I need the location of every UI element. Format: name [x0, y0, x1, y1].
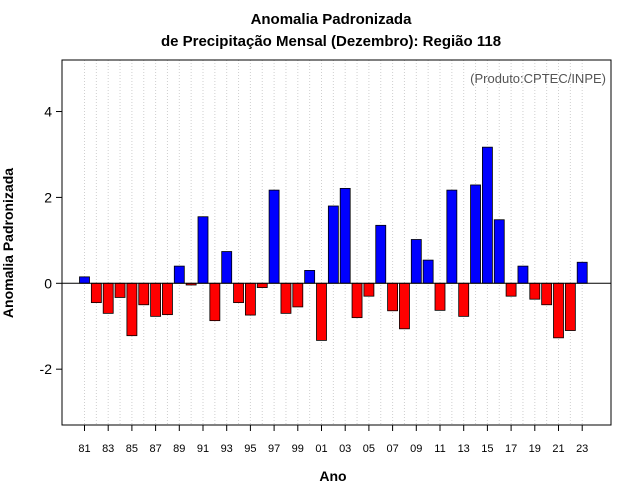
x-tick-label-93: 93 — [221, 443, 233, 455]
x-tick-label-15: 15 — [481, 443, 493, 455]
bar-13 — [458, 282, 470, 317]
bar-92 — [209, 282, 221, 322]
x-tick-label-07: 07 — [386, 443, 398, 455]
x-tick-label-85: 85 — [126, 443, 138, 455]
x-tick-label-83: 83 — [102, 443, 114, 455]
plot-frame — [61, 59, 612, 426]
bar-19 — [529, 282, 541, 300]
bar-95 — [244, 282, 256, 316]
x-tick-label-09: 09 — [410, 443, 422, 455]
bar-81 — [79, 276, 90, 284]
bar-11 — [434, 282, 446, 311]
bar-12 — [446, 189, 458, 284]
bar-93 — [221, 251, 233, 284]
x-tick-label-21: 21 — [552, 443, 564, 455]
x-tick-label-05: 05 — [363, 443, 375, 455]
bars — [79, 146, 588, 341]
bar-83 — [102, 282, 114, 314]
y-axis-label: Anomalia Padronizada — [0, 168, 16, 318]
bar-94 — [233, 282, 244, 304]
bar-96 — [256, 282, 268, 288]
bar-07 — [387, 282, 399, 312]
bar-97 — [268, 189, 280, 284]
y-tick-label-2: 2 — [44, 189, 52, 205]
x-axis-label: Ano — [319, 468, 346, 484]
x-tick-label-11: 11 — [434, 443, 445, 455]
x-tick-label-03: 03 — [339, 443, 351, 455]
y-tick-label-0: 0 — [44, 275, 52, 291]
chart-title-line1: Anomalia Padronizada — [251, 11, 413, 28]
bar-06 — [375, 224, 387, 284]
bar-16 — [493, 219, 505, 284]
bar-17 — [505, 282, 517, 297]
bar-99 — [292, 282, 304, 308]
y-axis: -2 0 2 4 — [40, 104, 62, 377]
chart-title-line2: de Precipitação Mensal (Dezembro): Regiã… — [161, 33, 501, 50]
bar-14 — [470, 184, 481, 284]
x-axis: 81 83 85 87 89 91 93 95 97 99 01 03 05 07 09 11 13 15 17 19… — [78, 425, 588, 455]
bar-01 — [316, 282, 327, 341]
bar-87 — [150, 282, 162, 317]
bar-00 — [304, 270, 316, 284]
bar-89 — [173, 265, 185, 284]
x-tick-label-19: 19 — [529, 443, 541, 455]
bar-02 — [327, 205, 339, 284]
x-tick-label-01: 01 — [315, 443, 327, 455]
bar-23 — [576, 261, 588, 284]
bar-10 — [422, 259, 434, 284]
x-tick-label-23: 23 — [576, 443, 588, 455]
x-tick-label-99: 99 — [292, 443, 304, 455]
bar-15 — [481, 146, 493, 284]
bar-21 — [553, 282, 564, 339]
bar-88 — [162, 282, 173, 316]
bar-84 — [114, 282, 126, 298]
x-tick-label-81: 81 — [78, 443, 90, 455]
x-tick-label-91: 91 — [197, 443, 209, 455]
x-tick-label-13: 13 — [458, 443, 470, 455]
bar-03 — [339, 187, 351, 284]
x-tick-label-95: 95 — [244, 443, 256, 455]
x-tick-label-17: 17 — [505, 443, 517, 455]
bar-04 — [351, 282, 363, 319]
bar-05 — [363, 282, 375, 297]
grid-lines — [84, 60, 583, 425]
bar-98 — [280, 282, 292, 314]
bar-20 — [541, 282, 553, 306]
bar-08 — [399, 282, 410, 330]
y-tick-label-4: 4 — [44, 104, 52, 120]
y-tick-label--2: -2 — [40, 361, 53, 377]
credit-annotation: (Produto:CPTEC/INPE) — [470, 71, 606, 86]
x-tick-label-87: 87 — [149, 443, 161, 455]
bar-85 — [126, 282, 138, 337]
bar-18 — [517, 265, 529, 284]
x-tick-label-97: 97 — [268, 443, 280, 455]
bar-86 — [138, 282, 150, 306]
bar-91 — [197, 216, 209, 284]
bar-82 — [90, 282, 102, 304]
x-tick-label-89: 89 — [173, 443, 185, 455]
bar-22 — [564, 282, 576, 331]
bar-09 — [410, 239, 422, 284]
